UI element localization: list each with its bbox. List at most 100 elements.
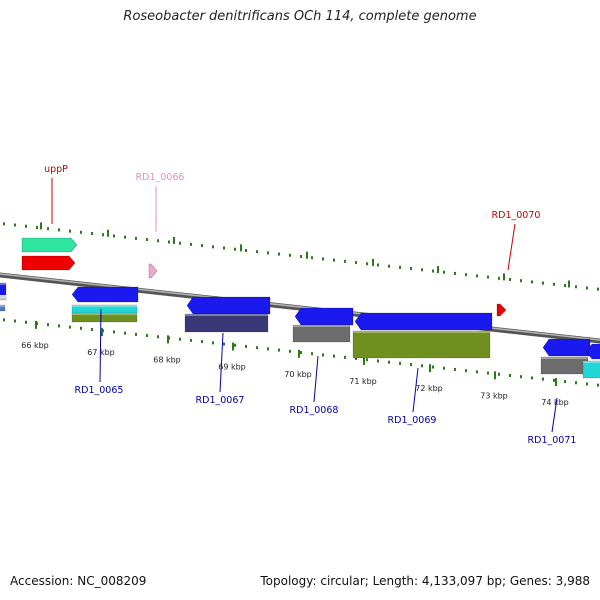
gene-uppP-cog-arrow[interactable] bbox=[21, 237, 78, 253]
kbp-tick-label: 69 kbp bbox=[218, 363, 246, 372]
inner-tick-dot bbox=[597, 383, 599, 387]
gene-RD1-0066-arrow[interactable] bbox=[148, 263, 158, 279]
inner-tick-dot bbox=[234, 343, 236, 347]
outer-tick-dot bbox=[344, 259, 346, 263]
outer-tick-dot bbox=[421, 268, 423, 272]
inner-tick-dot bbox=[300, 351, 302, 354]
outer-tick-dot bbox=[542, 281, 544, 285]
outer-tick-dot bbox=[509, 277, 511, 281]
inner-tick-dot bbox=[80, 326, 82, 330]
outer-tick-dot bbox=[465, 273, 467, 277]
inner-tick-dot bbox=[201, 340, 203, 344]
reverse-gene-label[interactable]: RD1_0065 bbox=[75, 385, 124, 396]
gene-RD1-0068-arrow[interactable] bbox=[294, 307, 354, 326]
kbp-tick-label: 72 kbp bbox=[415, 384, 443, 393]
gene-RD1-0071-arrow[interactable] bbox=[542, 338, 591, 357]
kbp-tick-label: 66 kbp bbox=[21, 341, 49, 350]
outer-tick-dot bbox=[432, 269, 434, 273]
outer-major-tick bbox=[306, 251, 308, 259]
inner-tick-dot bbox=[388, 360, 390, 364]
inner-tick-dot bbox=[124, 331, 126, 335]
reverse-label-leader bbox=[412, 367, 419, 413]
inner-tick-dot bbox=[355, 357, 357, 361]
genome-backbone bbox=[0, 272, 600, 344]
gene-RD1-0069-cog-bar-shine bbox=[353, 331, 490, 333]
outer-tick-dot bbox=[80, 230, 82, 234]
gene-RD1-0067-cog-bar bbox=[184, 313, 269, 333]
outer-tick-dot bbox=[245, 248, 247, 252]
inner-tick-dot bbox=[14, 319, 16, 323]
outer-major-tick bbox=[437, 266, 439, 274]
inner-tick-dot bbox=[465, 369, 467, 373]
inner-major-tick bbox=[555, 378, 557, 387]
outer-tick-dot bbox=[399, 265, 401, 269]
inner-tick-dot bbox=[509, 373, 511, 377]
outer-tick-dot bbox=[355, 261, 357, 265]
inner-tick-dot bbox=[3, 318, 5, 322]
outer-tick-dot bbox=[575, 285, 577, 289]
gene-RD1-0065-arrow[interactable] bbox=[71, 286, 139, 303]
inner-tick-dot bbox=[333, 354, 335, 358]
gene-RD1-0067-arrow[interactable] bbox=[186, 296, 271, 315]
outer-tick-dot bbox=[234, 247, 236, 251]
outer-tick-dot bbox=[520, 279, 522, 283]
gene-RD1-0070-arrow[interactable] bbox=[496, 303, 507, 317]
gene-RD1-0069-arrow[interactable] bbox=[354, 312, 493, 331]
gene-partial-right-arrow[interactable] bbox=[585, 343, 600, 360]
kbp-tick-label: 73 kbp bbox=[480, 391, 508, 400]
inner-tick-dot bbox=[69, 325, 71, 329]
reverse-gene-label[interactable]: RD1_0068 bbox=[290, 405, 339, 416]
outer-tick-dot bbox=[333, 258, 335, 262]
inner-tick-dot bbox=[542, 377, 544, 381]
gene-RD1-0071-cog-bar-shine bbox=[541, 357, 588, 359]
inner-tick-dot bbox=[553, 378, 555, 382]
outer-major-tick bbox=[503, 273, 505, 281]
outer-tick-dot bbox=[69, 229, 71, 233]
gene-RD1-0068-cog-bar bbox=[292, 324, 351, 343]
forward-gene-label[interactable]: RD1_0070 bbox=[492, 210, 541, 221]
inner-tick-dot bbox=[476, 370, 478, 374]
outer-tick-dot bbox=[113, 234, 115, 238]
reverse-label-leader bbox=[99, 308, 102, 383]
gene-RD1-0065-cog-bar-2-shine bbox=[72, 313, 137, 315]
forward-gene-label[interactable]: RD1_0066 bbox=[136, 172, 185, 183]
partial-gene-left-gray-shine bbox=[0, 296, 6, 298]
forward-gene-label[interactable]: uppP bbox=[44, 164, 68, 175]
reverse-gene-label[interactable]: RD1_0067 bbox=[196, 395, 245, 406]
inner-tick-dot bbox=[135, 332, 137, 336]
outer-tick-dot bbox=[366, 262, 368, 266]
inner-tick-dot bbox=[421, 364, 423, 368]
reverse-label-leader bbox=[219, 332, 224, 393]
inner-tick-dot bbox=[531, 376, 533, 380]
outer-tick-dot bbox=[476, 274, 478, 278]
inner-tick-dot bbox=[256, 346, 258, 350]
inner-major-tick bbox=[232, 342, 234, 351]
outer-tick-dot bbox=[388, 264, 390, 268]
reverse-gene-label[interactable]: RD1_0069 bbox=[388, 415, 437, 426]
inner-tick-dot bbox=[311, 352, 313, 356]
outer-tick-dot bbox=[91, 232, 93, 236]
outer-tick-dot bbox=[487, 275, 489, 279]
inner-tick-dot bbox=[498, 372, 500, 376]
reverse-gene-label[interactable]: RD1_0071 bbox=[528, 435, 577, 446]
partial-gene-left-blue bbox=[0, 282, 7, 296]
outer-tick-dot bbox=[157, 239, 159, 243]
outer-tick-dot bbox=[531, 280, 533, 284]
partial-gene-left-cog bbox=[0, 304, 6, 312]
outer-major-tick bbox=[40, 222, 42, 230]
outer-tick-dot bbox=[212, 245, 214, 249]
inner-tick-dot bbox=[179, 337, 181, 341]
inner-tick-dot bbox=[113, 330, 115, 334]
inner-tick-dot bbox=[487, 371, 489, 375]
outer-tick-dot bbox=[14, 223, 16, 227]
partial-gene-left-cog-shine bbox=[0, 305, 5, 307]
outer-tick-dot bbox=[168, 240, 170, 244]
outer-tick-dot bbox=[322, 257, 324, 261]
kbp-tick-label: 74 kbp bbox=[541, 398, 569, 407]
inner-tick-dot bbox=[322, 353, 324, 357]
gene-uppP-arrow[interactable] bbox=[21, 255, 76, 271]
outer-tick-dot bbox=[498, 276, 500, 280]
inner-tick-dot bbox=[575, 381, 577, 385]
